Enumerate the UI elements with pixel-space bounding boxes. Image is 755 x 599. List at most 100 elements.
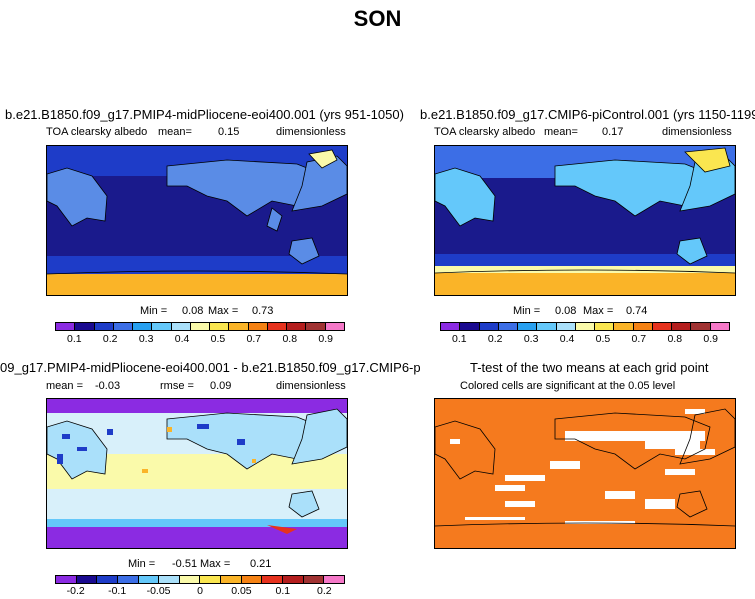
panel3-colorbar-tick-label: 0.1 <box>275 585 291 597</box>
panel1-colorbar-swatch <box>56 323 76 330</box>
panel2-max-label: Max = <box>583 305 614 317</box>
panel3-colorbar-swatch <box>97 576 118 583</box>
panel1-variable: TOA clearsky albedo <box>46 126 148 138</box>
panel1-colorbar-swatch <box>113 323 134 330</box>
panel3-rmse-label: rmse = <box>160 380 194 392</box>
panel2-colorbar-tick-label: 0.1 <box>452 333 467 345</box>
panel1-max-value: 0.73 <box>252 305 274 317</box>
panel2-antarctic <box>435 273 735 295</box>
panel2-colorbar-tick-label: 0.8 <box>667 333 683 345</box>
panel3-colorbar-swatch <box>303 576 325 583</box>
panel1-mean-value: 0.15 <box>218 126 240 138</box>
panel1-colorbar-swatch <box>190 323 211 330</box>
panel3-colorbar-swatch <box>324 576 344 583</box>
panel3-arctic <box>47 399 347 413</box>
panel3-title: 09_g17.PMIP4-midPliocene-eoi400.001 - b.… <box>0 360 420 375</box>
panel2-colorbar-tick-label: 0.9 <box>703 333 718 345</box>
panel1-colorbar-tick-label: 0.8 <box>282 333 298 345</box>
panel1-colorbar-tick-label: 0.1 <box>67 333 82 345</box>
panel3-colorbar-swatch <box>283 576 304 583</box>
panel3-colorbar-swatch <box>117 576 139 583</box>
figure-title: SON <box>353 6 402 31</box>
panel2-colorbar-tick-label: 0.4 <box>559 333 575 345</box>
panel2-variable: TOA clearsky albedo <box>434 126 536 138</box>
panel1-max-label: Max = <box>208 305 239 317</box>
panel2-colorbar-tick-label: 0.3 <box>523 333 539 345</box>
panel1-colorbar <box>55 322 345 331</box>
panel4-title: T-test of the two means at each grid poi… <box>470 360 709 375</box>
panel1-colorbar-swatch <box>287 323 307 330</box>
panel1-colorbar-tick-label: 0.9 <box>318 333 333 345</box>
panel2-colorbar-swatch <box>537 323 557 330</box>
panel2-colorbar-swatch <box>691 323 711 330</box>
panel1-title: b.e21.B1850.f09_g17.PMIP4-midPliocene-eo… <box>5 107 404 122</box>
panel2-colorbar-tick-label: 0.5 <box>595 333 611 345</box>
panel4-map <box>434 398 736 549</box>
panel2-max-value: 0.74 <box>626 305 648 317</box>
panel3-colorbar-tick-label: 0 <box>197 585 203 597</box>
panel3-colorbar-tick-label: 0.2 <box>316 585 332 597</box>
panel2-mean-label: mean= <box>544 126 578 138</box>
panel3-rmse-value: 0.09 <box>210 380 232 392</box>
panel2-colorbar-swatch <box>498 323 519 330</box>
panel1-colorbar-swatch <box>210 323 230 330</box>
panel3-colorbar-tick-label: -0.05 <box>146 585 171 597</box>
panel1-colorbar-tick-label: 0.7 <box>246 333 262 345</box>
panel1-units: dimensionless <box>276 126 346 138</box>
panel2-min-label: Min = <box>513 305 541 317</box>
panel2-colorbar-swatch <box>460 323 480 330</box>
panel3-colorbar-swatch <box>138 576 160 583</box>
panel2-title: b.e21.B1850.f09_g17.CMIP6-piControl.001 … <box>420 107 755 122</box>
panel1-colorbar-swatch <box>306 323 326 330</box>
panel3-colorbar-swatch <box>221 576 242 583</box>
panel1-colorbar-swatch <box>171 323 191 330</box>
panel3-units: dimensionless <box>276 380 346 392</box>
panel1-colorbar-tick-label: 0.2 <box>102 333 118 345</box>
panel2-colorbar-swatch <box>652 323 673 330</box>
panel3-colorbar-swatch <box>179 576 201 583</box>
panel3-max-value: 0.21 <box>250 558 272 570</box>
panel3-colorbar-swatch <box>241 576 263 583</box>
panel3-colorbar-swatch <box>76 576 98 583</box>
panel3-mean-value: -0.03 <box>95 380 121 392</box>
panel2-colorbar <box>440 322 730 331</box>
panel2-units: dimensionless <box>662 126 732 138</box>
panel1-colorbar-tick-label: 0.5 <box>210 333 226 345</box>
panel1-min-value: 0.08 <box>182 305 204 317</box>
panel2-map <box>434 145 736 296</box>
panel2-colorbar-tick-label: 0.2 <box>487 333 503 345</box>
panel2-colorbar-swatch <box>633 323 653 330</box>
panel1-colorbar-swatch <box>75 323 95 330</box>
panel2-colorbar-swatch <box>518 323 538 330</box>
panel4-subtitle: Colored cells are significant at the 0.0… <box>460 380 676 392</box>
panel3-map <box>46 398 348 549</box>
panel2-colorbar-swatch <box>710 323 729 330</box>
panel3-max-label: Max = <box>200 558 231 570</box>
panel3-colorbar-swatch <box>159 576 180 583</box>
panel2-colorbar-swatch <box>614 323 634 330</box>
panel2-colorbar-swatch <box>595 323 615 330</box>
panel3-colorbar-tick-label: 0.05 <box>231 585 252 597</box>
panel2-mean-value: 0.17 <box>602 126 624 138</box>
panel3-colorbar-swatch <box>262 576 284 583</box>
panel2-colorbar-swatch <box>556 323 576 330</box>
panel3-colorbar-tick-label: -0.2 <box>66 585 85 597</box>
panel3-min-label: Min = <box>128 558 156 570</box>
panel2-colorbar-swatch <box>672 323 692 330</box>
panel1-colorbar-tick-label: 0.4 <box>174 333 190 345</box>
panel1-colorbar-swatch <box>229 323 249 330</box>
panel3-mean-label: mean = <box>46 380 83 392</box>
panel3-colorbar <box>55 575 345 584</box>
panel1-colorbar-swatch <box>248 323 268 330</box>
panel3-colorbar-swatch <box>200 576 222 583</box>
panel2-colorbar-tick-label: 0.7 <box>631 333 647 345</box>
panel1-colorbar-swatch <box>152 323 172 330</box>
panel2-colorbar-swatch <box>441 323 461 330</box>
panel3-colorbar-swatch <box>56 576 77 583</box>
panel3-colorbar-tick-label: -0.1 <box>108 585 127 597</box>
panel1-colorbar-swatch <box>94 323 114 330</box>
panel1-mean-label: mean= <box>158 126 192 138</box>
panel3-min-value: -0.51 <box>172 558 198 570</box>
panel2-colorbar-swatch <box>575 323 596 330</box>
panel1-colorbar-tick-label: 0.3 <box>138 333 154 345</box>
